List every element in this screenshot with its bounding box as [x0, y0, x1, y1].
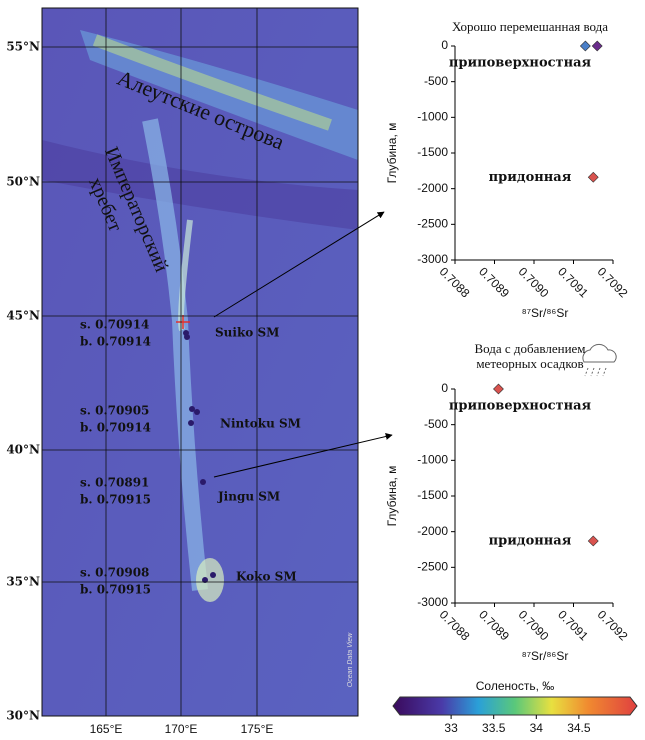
colorbar-tick-label: 34	[530, 721, 544, 735]
colorbar-tick-label: 34.5	[567, 721, 591, 735]
lat-label: 55°N	[6, 40, 40, 54]
y-tick-label: -3000	[417, 595, 448, 609]
y-tick-label: -1500	[417, 145, 448, 159]
annotation: придонная	[489, 170, 572, 185]
point	[592, 41, 602, 51]
x-tick-label: 0.7092	[595, 264, 631, 300]
y-axis-label: Глубина, м	[385, 466, 399, 527]
sample-dot	[210, 572, 216, 578]
point	[588, 172, 598, 182]
x-axis-label: ⁸⁷Sr/⁸⁶Sr	[522, 649, 569, 663]
lat-label: 45°N	[6, 309, 40, 323]
lon-label: 175°E	[241, 722, 274, 736]
surface-ratio: s. 0.70914	[80, 318, 149, 332]
x-tick-label: 0.7091	[555, 264, 591, 300]
y-tick-label: -1500	[417, 488, 448, 502]
annotation: придонная	[489, 533, 572, 548]
lat-label: 40°N	[6, 443, 40, 457]
seamount-name: Jingu SM	[217, 490, 280, 504]
point	[588, 536, 598, 546]
x-tick-label: 0.7090	[516, 607, 552, 643]
y-tick-label: 0	[441, 381, 448, 395]
lat-label: 35°N	[6, 575, 40, 589]
chart-title: метеорных осадков	[476, 356, 583, 371]
y-tick-label: -2500	[417, 217, 448, 231]
colorbar	[393, 697, 637, 715]
sample-dot	[200, 479, 206, 485]
seamount-name: Koko SM	[236, 570, 297, 584]
sample-dot	[189, 406, 195, 412]
credit: Ocean Data View	[347, 632, 354, 687]
bottom-ratio: b. 0.70914	[80, 421, 151, 435]
point	[580, 41, 590, 51]
x-tick-label: 0.7089	[476, 607, 512, 643]
lat-label: 30°N	[6, 709, 40, 723]
sample-dot	[184, 334, 190, 340]
y-axis-label: Глубина, м	[385, 123, 399, 184]
x-tick-label: 0.7092	[595, 607, 631, 643]
bottom-ratio: b. 0.70914	[80, 335, 151, 349]
lon-label: 170°E	[165, 722, 198, 736]
point	[493, 384, 503, 394]
x-tick-label: 0.7089	[476, 264, 512, 300]
bottom-ratio: b. 0.70915	[80, 493, 151, 507]
surface-ratio: s. 0.70891	[80, 476, 149, 490]
y-tick-label: -3000	[417, 252, 448, 266]
colorbar-tick-label: 33	[444, 721, 458, 735]
x-axis-label: ⁸⁷Sr/⁸⁶Sr	[522, 306, 569, 320]
seamount-name: Nintoku SM	[220, 417, 301, 431]
chart-title: Хорошо перемешанная вода	[452, 19, 608, 34]
x-tick-label: 0.7088	[437, 264, 473, 300]
y-tick-label: -2000	[417, 524, 448, 538]
figure: 55°N50°N45°N40°N35°N30°N165°E170°E175°EА…	[0, 0, 645, 740]
y-tick-label: -2000	[417, 181, 448, 195]
annotation: приповерхностная	[449, 56, 592, 71]
x-tick-label: 0.7088	[437, 607, 473, 643]
y-tick-label: -500	[424, 417, 448, 431]
y-tick-label: -1000	[417, 453, 448, 467]
page: 55°N50°N45°N40°N35°N30°N165°E170°E175°EА…	[0, 0, 645, 740]
colorbar-tick-label: 33.5	[482, 721, 506, 735]
x-tick-label: 0.7090	[516, 264, 552, 300]
surface-ratio: s. 0.70908	[80, 566, 149, 580]
x-tick-label: 0.7091	[555, 607, 591, 643]
y-tick-label: 0	[441, 38, 448, 52]
koko-shallow	[196, 558, 224, 602]
surface-ratio: s. 0.70905	[80, 404, 149, 418]
sample-dot	[194, 409, 200, 415]
annotation: приповерхностная	[449, 399, 592, 414]
y-tick-label: -1000	[417, 110, 448, 124]
colorbar-title: Соленость, ‰	[476, 679, 554, 693]
lat-label: 50°N	[6, 175, 40, 189]
chart: Хорошо перемешанная вода 0 -500 -1000 -1500 -…	[385, 19, 631, 320]
bottom-ratio: b. 0.70915	[80, 583, 151, 597]
sample-dot	[188, 420, 194, 426]
chart-title: Вода с добавлением	[474, 341, 585, 356]
rain-icon	[583, 344, 616, 376]
y-tick-label: -500	[424, 74, 448, 88]
seamount-name: Suiko SM	[215, 326, 279, 340]
y-tick-label: -2500	[417, 560, 448, 574]
lon-label: 165°E	[90, 722, 123, 736]
